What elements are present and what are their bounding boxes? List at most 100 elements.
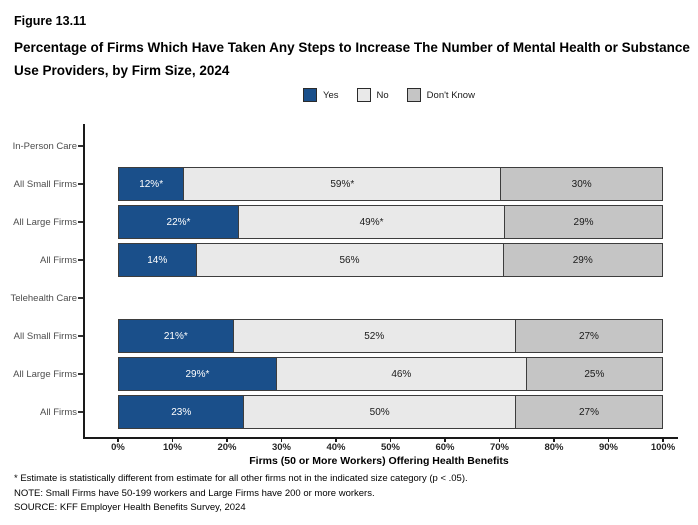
x-axis-tick-mark [662,437,664,442]
y-axis-label: All Firms [40,406,77,418]
y-axis-tick-mark [78,297,83,299]
bar-segment-yes: 21%* [119,320,233,352]
x-axis-tick-label: 50% [380,442,400,453]
legend-item-yes: Yes [303,88,339,102]
legend-label-dont-know: Don't Know [426,89,475,101]
bar-segment-no: 52% [232,320,515,352]
bar-segment-yes: 29%* [119,358,276,390]
bar-segment-no: 46% [275,358,526,390]
bar-value-label: 29% [572,254,593,266]
x-axis-tick-label: 70% [489,442,509,453]
y-axis-label: All Small Firms [13,330,77,342]
footnotes: * Estimate is statistically different fr… [14,472,690,516]
x-axis-tick-label: 100% [650,442,676,453]
x-axis-tick-mark [553,437,555,442]
x-axis-tick-mark [280,437,283,442]
y-axis-label: In-Person Care [12,140,77,152]
bar-segment-yes: 22%* [119,206,239,238]
bar-segment-yes: 12%* [119,168,184,200]
x-axis-tick-mark [117,437,119,442]
bar-segment-don-t-know: 29% [502,244,662,276]
x-axis-tick-label: 20% [217,442,237,453]
bar-segment-don-t-know: 29% [504,206,662,238]
x-axis-title: Firms (50 or More Workers) Offering Heal… [249,455,509,467]
legend-label-no: No [376,89,389,101]
chart-group-header-row: In-Person Care [0,127,698,165]
y-axis-label: All Small Firms [13,178,77,190]
footnote-estimate: * Estimate is statistically different fr… [14,473,468,484]
y-axis-tick-mark [78,183,83,185]
x-axis-tick-mark [607,437,610,442]
bar-value-label: 50% [369,406,390,418]
bar-value-label: 30% [571,178,592,190]
x-axis-tick-mark [389,437,392,442]
chart-bar-row: All Firms 14% 56% 29% [0,241,698,279]
bar-segment-don-t-know: 27% [514,320,662,352]
bar-value-label: 23% [171,406,192,418]
chart-bar-row: All Large Firms 22%* 49%* 29% [0,203,698,241]
stacked-bar: 23% 50% 27% [118,395,663,429]
y-axis-label: Telehealth Care [10,292,77,304]
legend-item-no: No [356,88,389,102]
bar-segment-no: 49%* [238,206,505,238]
x-axis-tick-mark [498,437,501,442]
x-axis-tick-mark [335,437,337,442]
legend-swatch-yes [303,88,318,102]
y-axis-tick-mark [78,145,83,147]
bar-value-label: 21%* [163,330,188,342]
chart-bar-row: All Large Firms 29%* 46% 25% [0,355,698,393]
stacked-bar: 14% 56% 29% [118,243,663,277]
y-axis-tick-mark [78,221,83,223]
stacked-bar: 22%* 49%* 29% [118,205,663,239]
x-axis-tick-label: 60% [435,442,455,453]
page-title: Percentage of Firms Which Have Taken Any… [14,40,690,78]
chart-group-header-row: Telehealth Care [0,279,698,317]
y-axis-tick-mark [78,259,83,261]
x-axis-tick-label: 40% [326,442,346,453]
x-axis-tick-mark [226,437,228,442]
bar-segment-don-t-know: 27% [514,396,662,428]
x-axis-tick-label: 0% [111,442,125,453]
stacked-bar: 29%* 46% 25% [118,357,663,391]
bar-segment-no: 56% [195,244,503,276]
bar-value-label: 25% [584,368,605,380]
bar-value-label: 12%* [139,178,164,190]
bar-value-label: 27% [578,406,599,418]
stacked-bar: 12%* 59%* 30% [118,167,663,201]
y-axis-label: All Large Firms [13,216,77,228]
x-axis-tick-mark [444,437,446,442]
bar-segment-don-t-know: 25% [525,358,662,390]
bar-segment-yes: 23% [119,396,244,428]
x-axis-tick-label: 10% [162,442,182,453]
y-axis-tick-mark [78,335,83,337]
x-axis-tick-label: 90% [598,442,618,453]
y-axis-line [83,124,85,438]
legend-item-dont-know: Don't Know [406,88,475,102]
chart-bar-row: All Firms 23% 50% 27% [0,393,698,431]
x-axis-tick-label: 30% [271,442,291,453]
legend-swatch-no [356,88,371,102]
stacked-bar: 21%* 52% 27% [118,319,663,353]
legend-swatch-dont-know [406,88,421,102]
bar-segment-don-t-know: 30% [500,168,662,200]
bar-value-label: 29% [573,216,594,228]
bar-segment-no: 59%* [183,168,501,200]
bar-segment-yes: 14% [119,244,196,276]
x-axis-tick-mark [171,437,174,442]
bar-value-label: 14% [147,254,168,266]
legend-label-yes: Yes [323,89,339,101]
chart-bar-row: All Small Firms 21%* 52% 27% [0,317,698,355]
bar-value-label: 59%* [330,178,355,190]
figure-number-label: Figure 13.11 [14,14,87,28]
footnote-note: NOTE: Small Firms have 50-199 workers an… [14,487,375,499]
y-axis-tick-mark [78,411,83,413]
bar-value-label: 27% [578,330,599,342]
bar-value-label: 49%* [359,216,384,228]
bar-value-label: 56% [339,254,360,266]
bar-value-label: 22%* [166,216,191,228]
footnote-source: SOURCE: KFF Employer Health Benefits Sur… [14,502,246,514]
chart-legend: Yes No Don't Know [80,88,698,102]
bar-segment-no: 50% [243,396,515,428]
y-axis-label: All Large Firms [13,368,77,380]
